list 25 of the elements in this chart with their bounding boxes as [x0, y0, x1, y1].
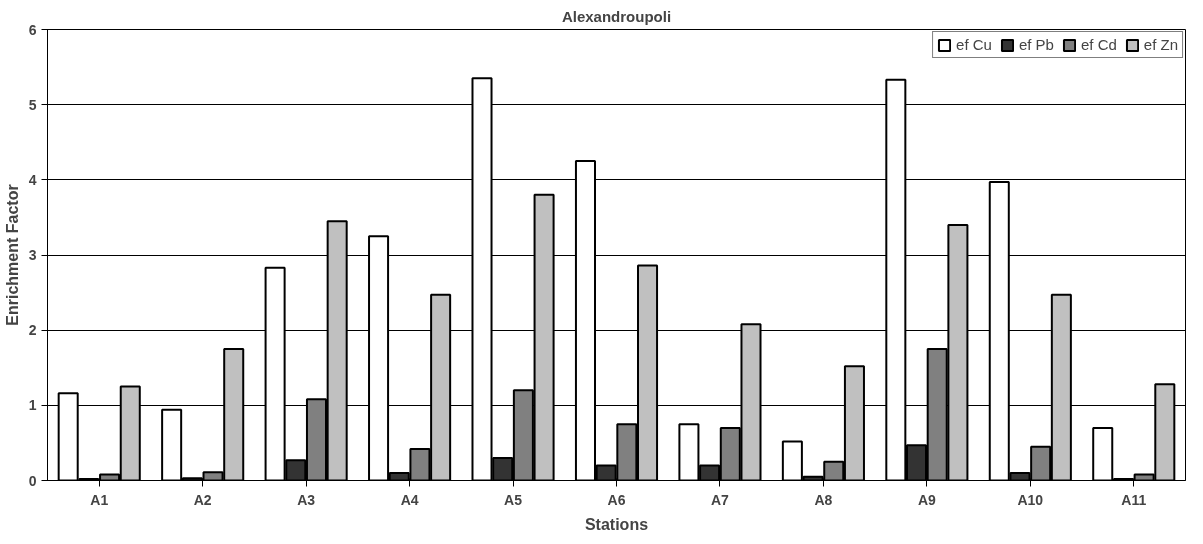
x-tick-label: A10	[1017, 491, 1044, 508]
legend-label: ef Cd	[1080, 36, 1117, 53]
y-tick-label: 5	[28, 96, 37, 113]
x-tick-label: A7	[711, 491, 730, 508]
y-tick-label: 2	[28, 322, 37, 339]
x-tick-label: A9	[917, 491, 937, 508]
x-tick-label: A3	[297, 491, 316, 508]
y-tick-label: 1	[28, 397, 37, 414]
x-axis-title: Stations	[584, 515, 649, 533]
y-axis-title: Enrichment Factor	[3, 184, 21, 326]
legend-label: ef Cu	[956, 36, 992, 53]
y-tick-label: 6	[28, 21, 37, 38]
x-tick-label: A8	[814, 491, 833, 508]
x-tick-label: A4	[400, 491, 419, 508]
y-tick-label: 0	[28, 472, 37, 489]
x-tick-label: A2	[193, 491, 212, 508]
x-tick-label: A6	[607, 491, 626, 508]
y-tick-label: 4	[28, 171, 37, 188]
chart-title: Alexandroupoli	[561, 7, 672, 25]
legend-label: ef Pb	[1018, 36, 1054, 53]
legend-label: ef Zn	[1143, 36, 1178, 53]
x-tick-label: A5	[504, 491, 523, 508]
x-tick-label: A1	[90, 491, 109, 508]
x-tick-label: A11	[1121, 491, 1147, 508]
y-tick-label: 3	[28, 247, 37, 263]
